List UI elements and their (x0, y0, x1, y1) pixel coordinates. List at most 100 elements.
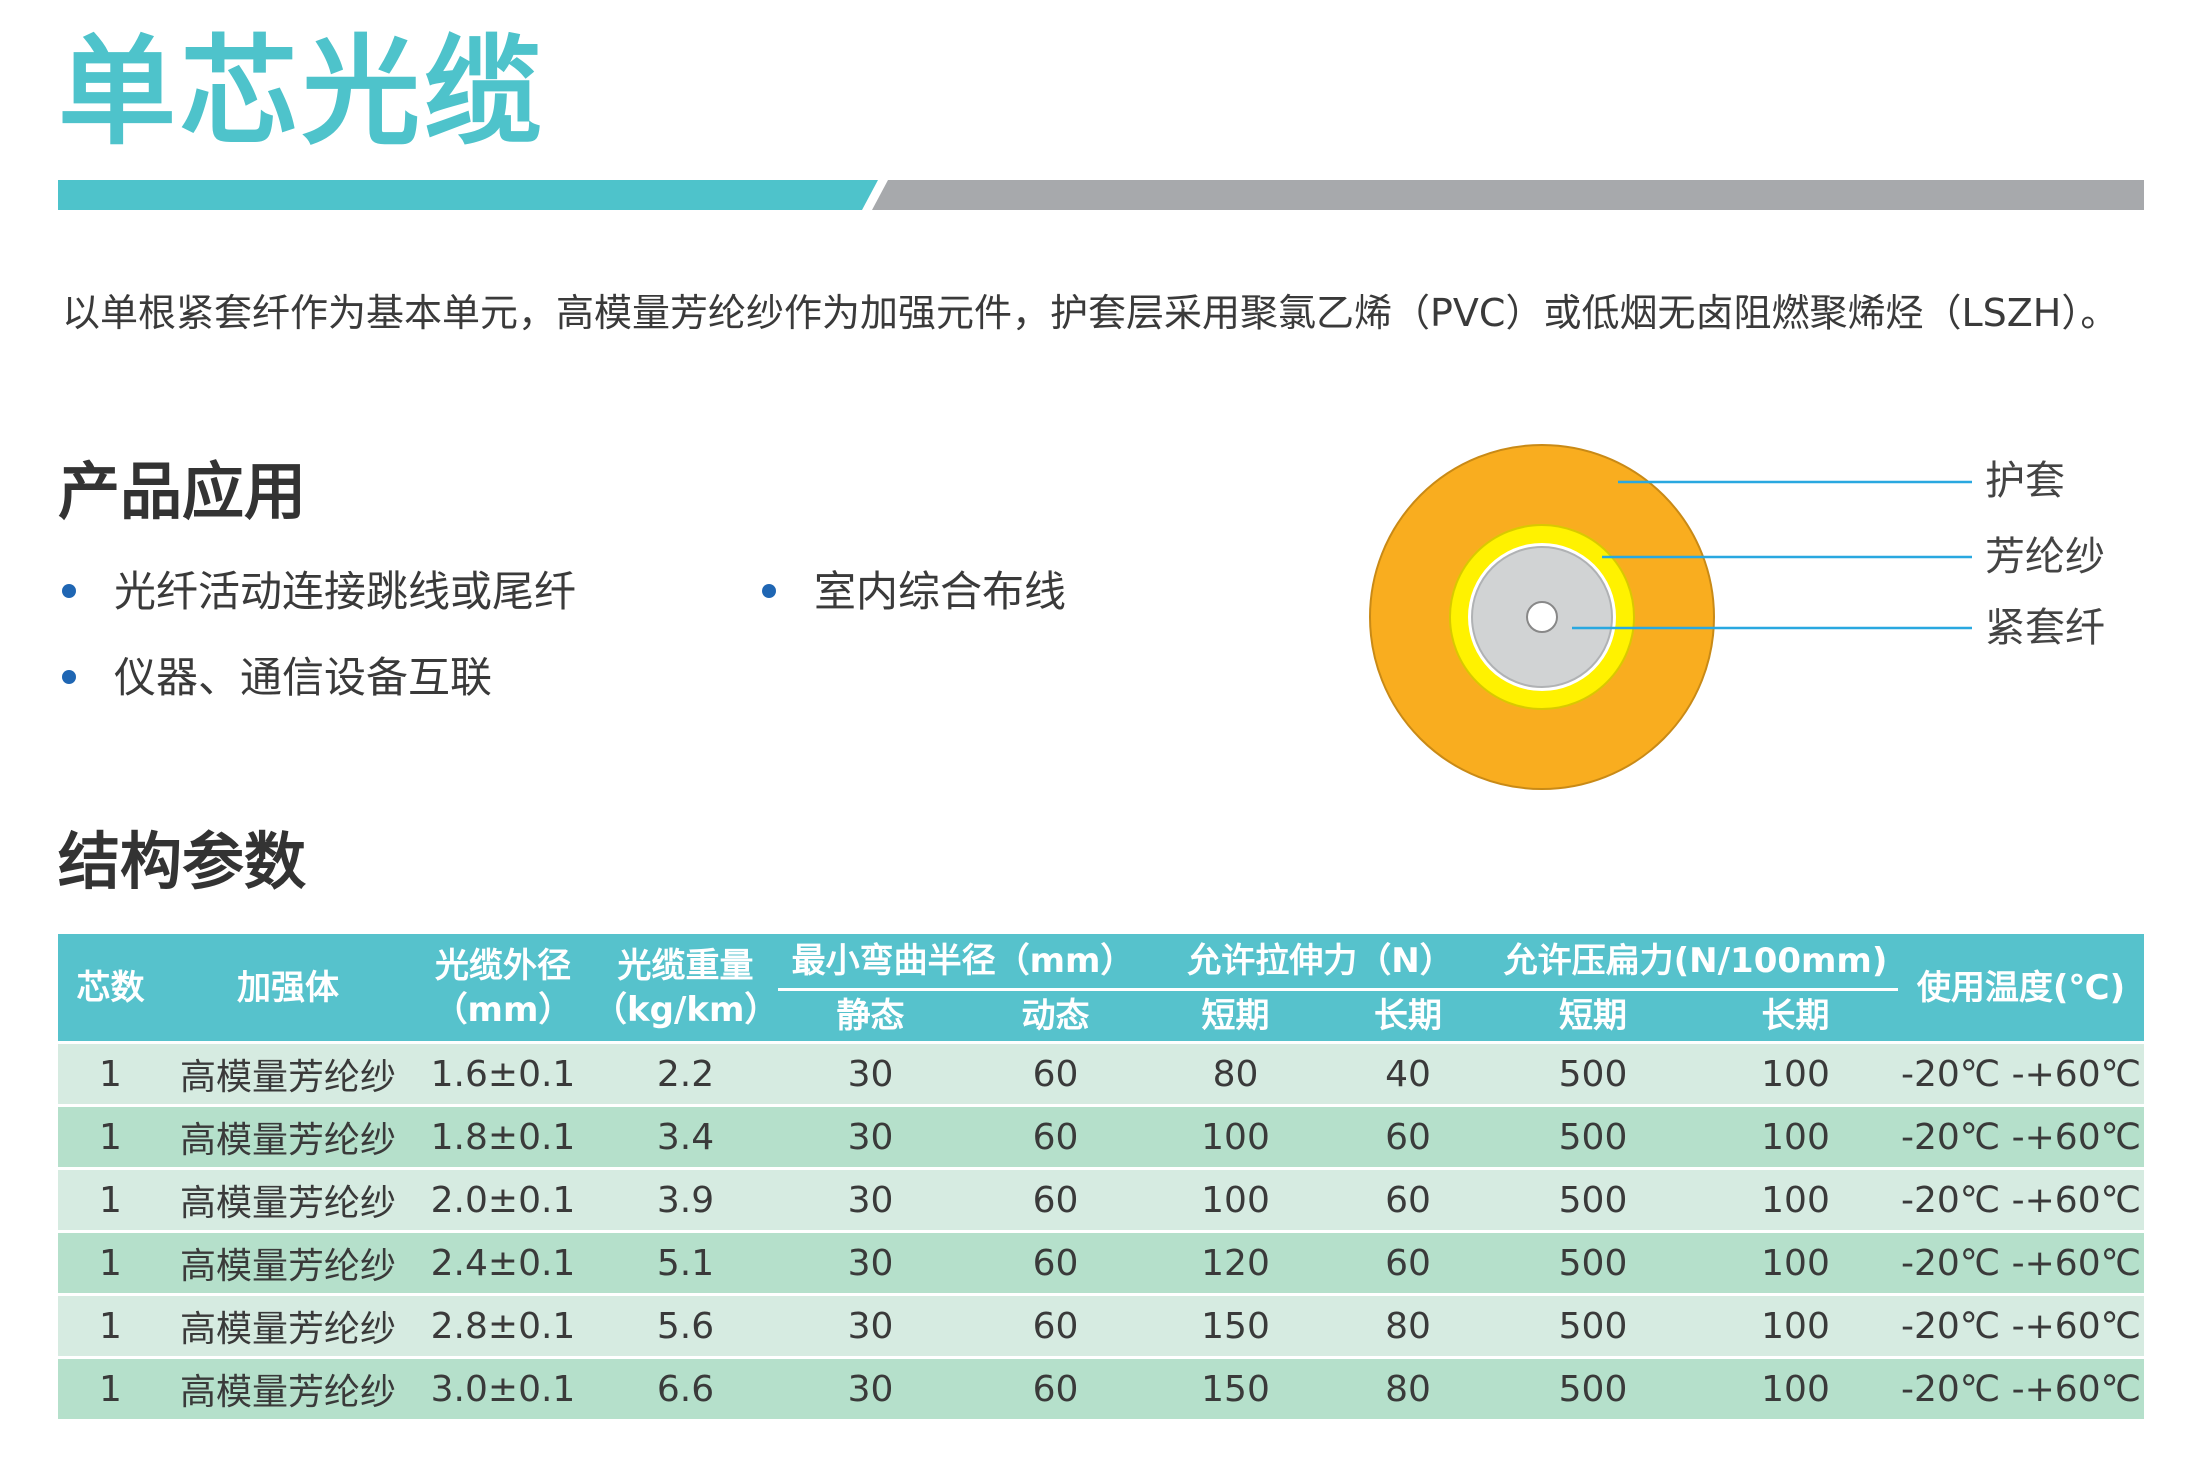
col-header-bend-radius: 最小弯曲半径（mm） (778, 934, 1149, 991)
cell-crush-short: 500 (1493, 1167, 1694, 1232)
cell-temperature: -20℃ -+60℃ (1898, 1356, 2145, 1419)
cell-tensile-short: 150 (1148, 1356, 1324, 1419)
cell-crush-short: 500 (1493, 1293, 1694, 1358)
col-header-weight: 光缆重量 （kg/km） (593, 934, 778, 1043)
cell-bend-static: 30 (778, 1041, 963, 1106)
col-header-bend-dynamic: 动态 (963, 989, 1149, 1043)
cell-tensile-long: 60 (1323, 1104, 1494, 1169)
fiber-label: 紧套纤 (1985, 605, 2105, 651)
cell-temperature: -20℃ -+60℃ (1898, 1041, 2145, 1106)
cell-tensile-long: 80 (1323, 1293, 1494, 1358)
cell-crush-short: 500 (1493, 1104, 1694, 1169)
cell-tensile-long: 40 (1323, 1041, 1494, 1106)
jacket-label: 护套 (1985, 458, 2065, 504)
col-header-outer-diameter: 光缆外径 （mm） (413, 934, 593, 1043)
cell-crush-long: 100 (1693, 1230, 1899, 1295)
cell-outer-diameter: 2.0±0.1 (413, 1167, 593, 1232)
cell-tensile-short: 150 (1148, 1293, 1324, 1358)
application-item: 仪器、通信设备互联 (62, 648, 492, 708)
cell-cores: 1 (58, 1041, 163, 1106)
col-header-temperature: 使用温度(℃) (1898, 934, 2145, 1043)
col-header-strength-member: 加强体 (163, 934, 413, 1043)
aramid-label: 芳纶纱 (1985, 534, 2105, 580)
cell-bend-static: 30 (778, 1230, 963, 1295)
cell-strength-member: 高模量芳纶纱 (163, 1230, 413, 1295)
cell-tensile-short: 120 (1148, 1230, 1324, 1295)
cell-weight: 6.6 (593, 1356, 778, 1419)
cell-outer-diameter: 2.8±0.1 (413, 1293, 593, 1358)
structure-heading: 结构参数 (58, 825, 307, 898)
table-body: 1 高模量芳纶纱 1.6±0.1 2.2 30 60 80 40 500 100 -20℃ -+60… (58, 1041, 2145, 1419)
table-row: 1 高模量芳纶纱 2.4±0.1 5.1 30 60 120 60 500 100 -20℃ -+6… (58, 1230, 2145, 1295)
table-row: 1 高模量芳纶纱 1.6±0.1 2.2 30 60 80 40 500 100 -20℃ -+60… (58, 1041, 2145, 1106)
cell-weight: 5.6 (593, 1293, 778, 1358)
col-header-crush-short: 短期 (1493, 989, 1694, 1043)
table-subheader-row: 静态 动态 短期 长期 短期 长期 (58, 989, 2144, 1043)
table-row: 1 高模量芳纶纱 3.0±0.1 6.6 30 60 150 80 500 100 -20℃ -+6… (58, 1356, 2145, 1419)
application-item: 光纤活动连接跳线或尾纤 (62, 562, 576, 622)
cell-bend-static: 30 (778, 1293, 963, 1358)
cell-cores: 1 (58, 1293, 163, 1358)
spec-table: 芯数 加强体 光缆外径 （mm） 光缆重量 （kg/km） 最小弯曲半径（mm）… (58, 934, 2145, 1419)
table-row: 1 高模量芳纶纱 1.8±0.1 3.4 30 60 100 60 500 100 -20℃ -+6… (58, 1104, 2145, 1169)
cell-temperature: -20℃ -+60℃ (1898, 1167, 2145, 1232)
cell-cores: 1 (58, 1167, 163, 1232)
cell-outer-diameter: 1.6±0.1 (413, 1041, 593, 1106)
cable-cross-section-diagram: 护套 芳纶纱 紧套纤 (1360, 430, 2120, 800)
cell-weight: 3.9 (593, 1167, 778, 1232)
product-description: 以单根紧套纤作为基本单元，高模量芳纶纱作为加强元件，护套层采用聚氯乙烯（PVC）… (62, 291, 2119, 335)
col-header-label: 光缆重量 (617, 945, 754, 986)
col-header-label: 光缆外径 (435, 945, 571, 986)
cell-bend-dynamic: 60 (963, 1230, 1149, 1295)
cell-crush-short: 500 (1493, 1356, 1694, 1419)
cell-tensile-long: 60 (1323, 1167, 1494, 1232)
col-header-tensile-long: 长期 (1323, 989, 1494, 1043)
title-underline-bar (58, 180, 2144, 210)
table-row: 1 高模量芳纶纱 2.0±0.1 3.9 30 60 100 60 500 100 -20℃ -+6… (58, 1167, 2145, 1232)
bullet-icon (762, 583, 776, 598)
cell-bend-dynamic: 60 (963, 1104, 1149, 1169)
col-header-tensile: 允许拉伸力（N） (1148, 934, 1494, 991)
cell-weight: 5.1 (593, 1230, 778, 1295)
cell-temperature: -20℃ -+60℃ (1898, 1104, 2145, 1169)
cell-tensile-long: 80 (1323, 1356, 1494, 1419)
cell-temperature: -20℃ -+60℃ (1898, 1230, 2145, 1295)
cell-tensile-long: 60 (1323, 1230, 1494, 1295)
bullet-icon (62, 669, 76, 684)
col-header-unit: （mm） (433, 989, 573, 1030)
cell-strength-member: 高模量芳纶纱 (163, 1356, 413, 1419)
cell-cores: 1 (58, 1356, 163, 1419)
cell-strength-member: 高模量芳纶纱 (163, 1104, 413, 1169)
applications-heading: 产品应用 (58, 455, 307, 528)
cell-crush-long: 100 (1693, 1167, 1899, 1232)
col-header-cores: 芯数 (58, 934, 163, 1043)
bullet-icon (62, 583, 76, 598)
cell-crush-long: 100 (1693, 1104, 1899, 1169)
cell-bend-dynamic: 60 (963, 1167, 1149, 1232)
application-item-label: 光纤活动连接跳线或尾纤 (114, 567, 577, 616)
cell-outer-diameter: 3.0±0.1 (413, 1356, 593, 1419)
cell-tensile-short: 100 (1148, 1104, 1324, 1169)
application-item-label: 仪器、通信设备互联 (114, 653, 493, 702)
application-item-label: 室内综合布线 (814, 567, 1067, 616)
cell-strength-member: 高模量芳纶纱 (163, 1167, 413, 1232)
cell-tensile-short: 80 (1148, 1041, 1324, 1106)
application-item: 室内综合布线 (762, 562, 1066, 622)
table-header-row: 芯数 加强体 光缆外径 （mm） 光缆重量 （kg/km） 最小弯曲半径（mm）… (58, 934, 2145, 1043)
cell-outer-diameter: 1.8±0.1 (413, 1104, 593, 1169)
cell-bend-dynamic: 60 (963, 1041, 1149, 1106)
table-row: 1 高模量芳纶纱 2.8±0.1 5.6 30 60 150 80 500 100 -20℃ -+6… (58, 1293, 2145, 1358)
cell-cores: 1 (58, 1104, 163, 1169)
col-header-crush-long: 长期 (1693, 989, 1899, 1043)
cell-strength-member: 高模量芳纶纱 (163, 1293, 413, 1358)
cell-outer-diameter: 2.4±0.1 (413, 1230, 593, 1295)
cell-temperature: -20℃ -+60℃ (1898, 1293, 2145, 1358)
cell-bend-static: 30 (778, 1356, 963, 1419)
col-header-bend-static: 静态 (778, 989, 963, 1043)
cell-weight: 2.2 (593, 1041, 778, 1106)
cell-bend-static: 30 (778, 1167, 963, 1232)
cell-bend-dynamic: 60 (963, 1356, 1149, 1419)
col-header-crush: 允许压扁力(N/100mm) (1493, 934, 1899, 991)
cell-bend-static: 30 (778, 1104, 963, 1169)
cell-weight: 3.4 (593, 1104, 778, 1169)
